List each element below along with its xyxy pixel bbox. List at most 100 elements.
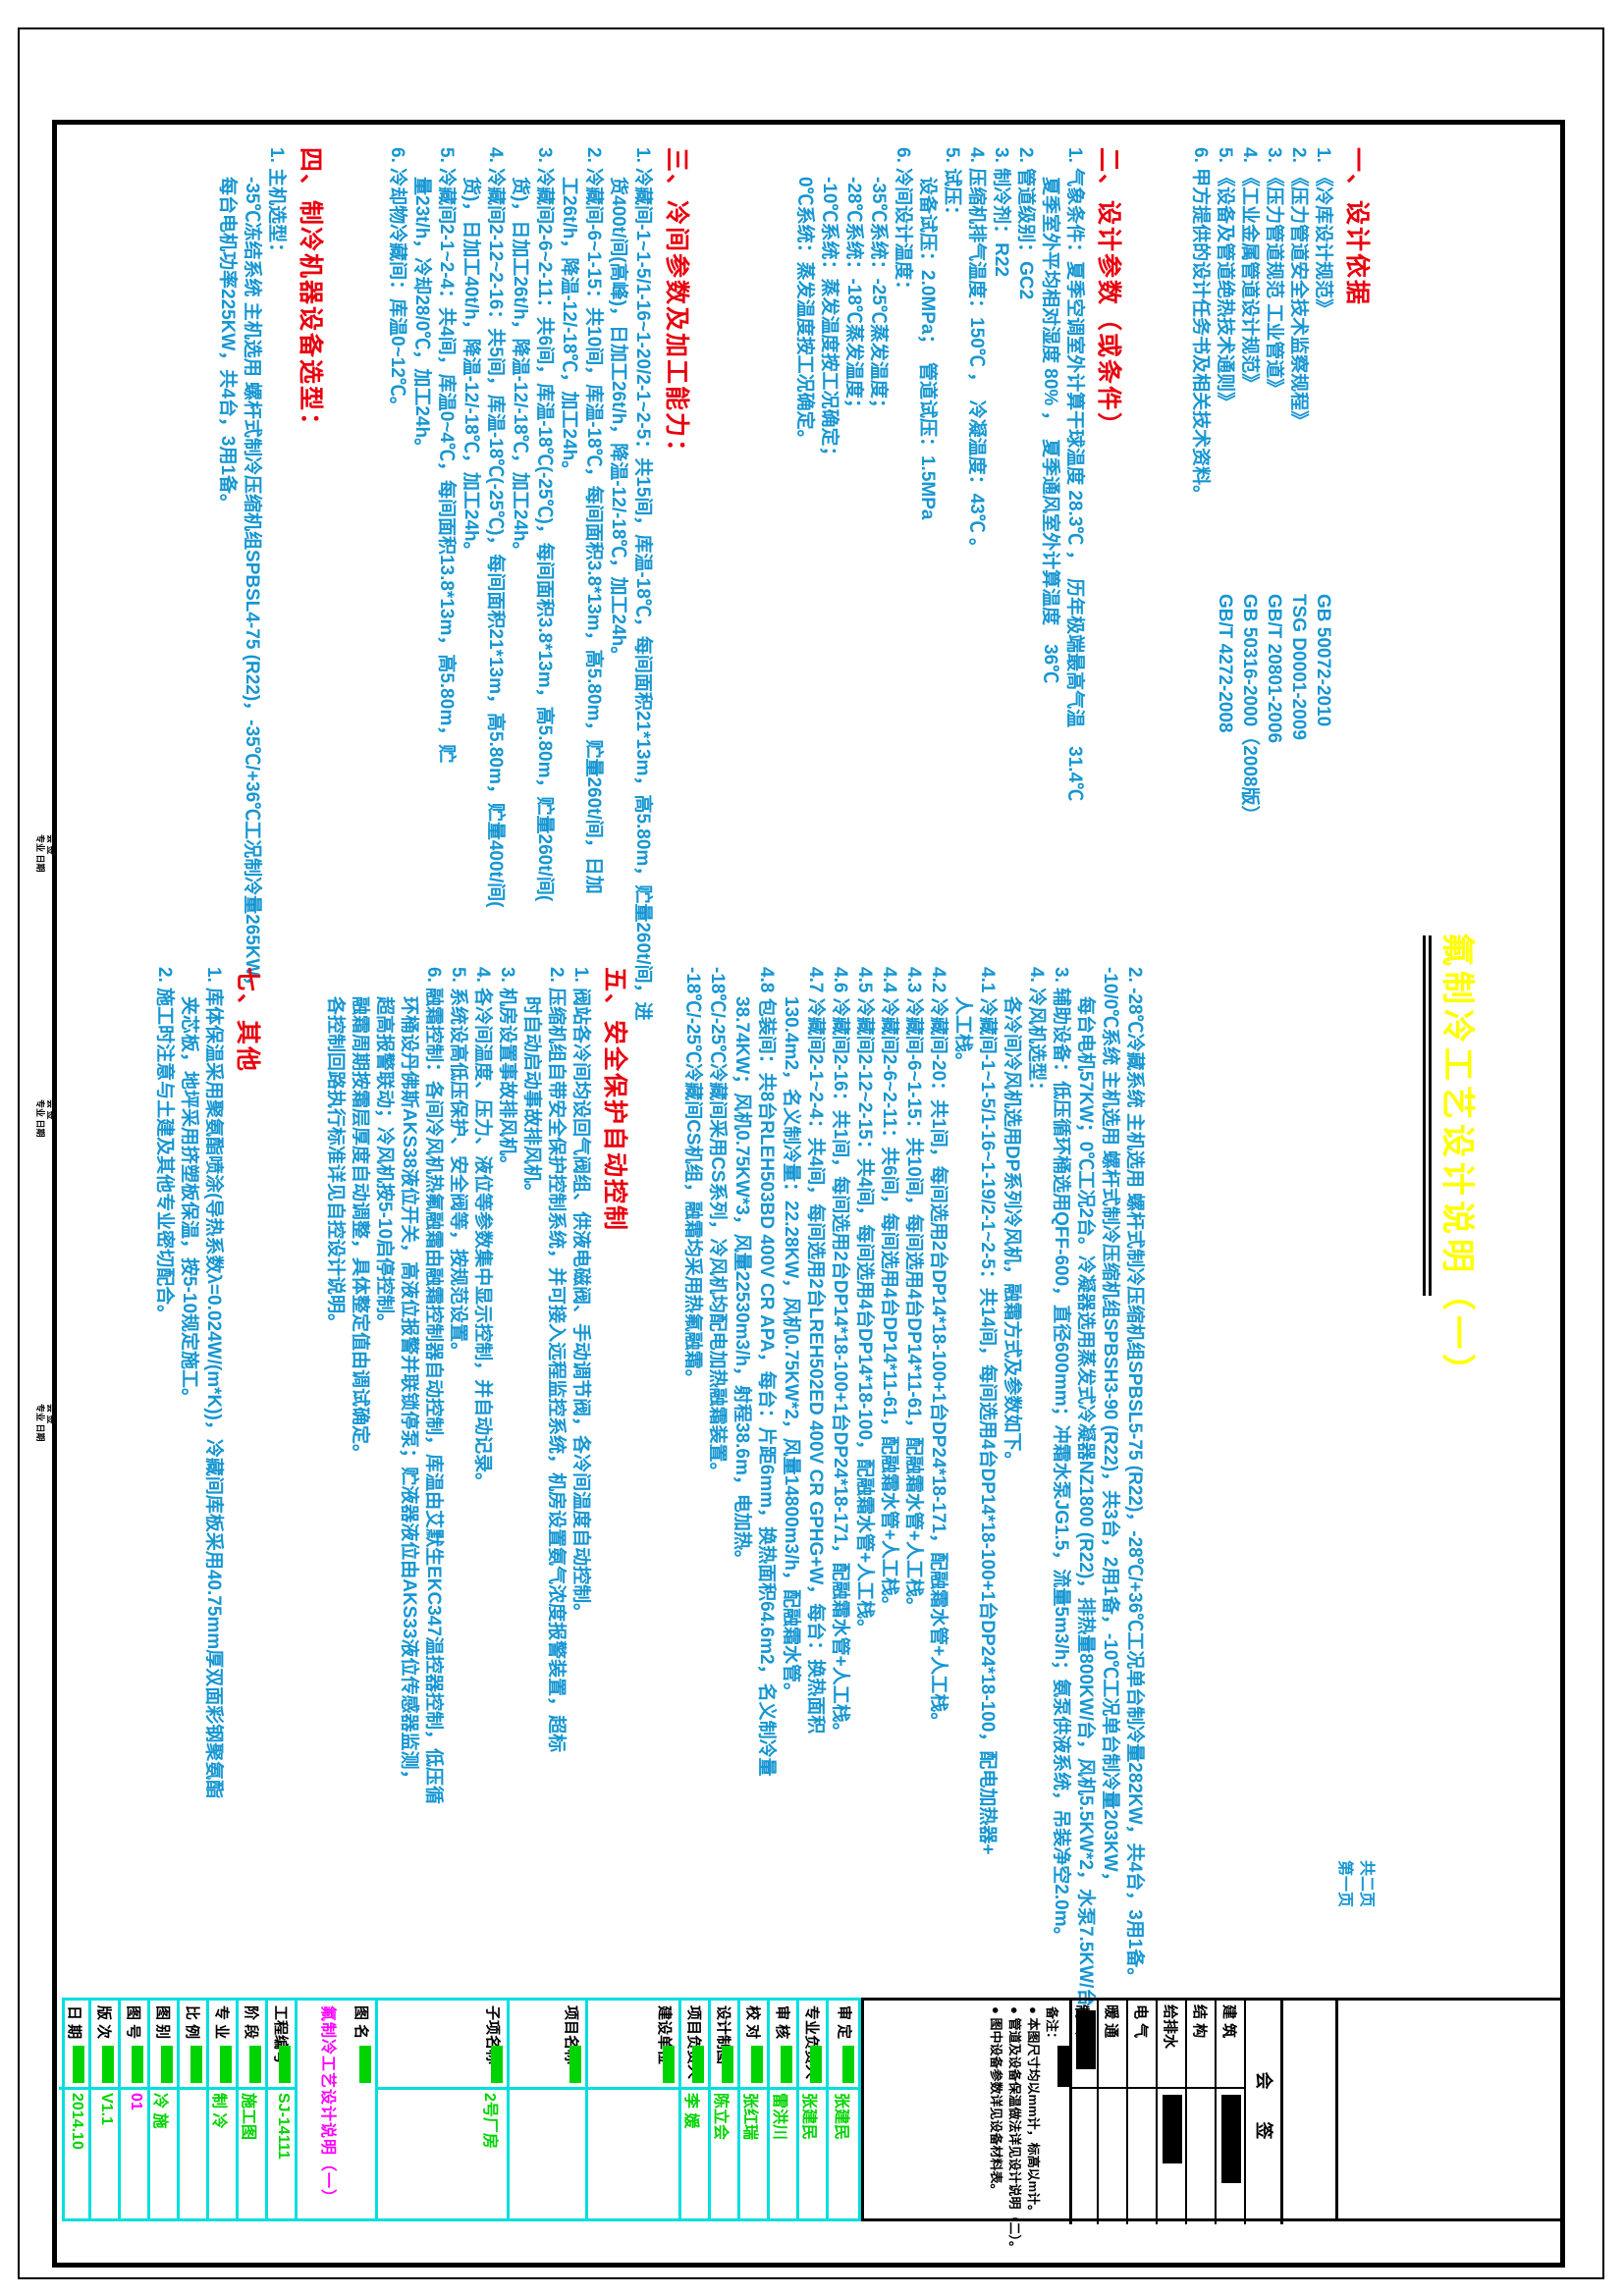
- standard-code: GB/T 4272-2008: [1215, 594, 1235, 733]
- remark-line: 备注：: [1045, 2006, 1059, 2046]
- text-line: 各控制回路执行标准详见自控设计说明。: [325, 996, 346, 1333]
- divider: [150, 2087, 177, 2090]
- section-heading: 四、制冷机器设备选型：: [297, 147, 324, 440]
- text-line: -10℃系统：蒸发温度按工况确定；: [819, 177, 839, 465]
- divider: [770, 2087, 796, 2090]
- text-line: 3. 机房设置事故排风机。: [497, 967, 517, 1175]
- text-line: -18℃/-25℃冷藏间CS机组，融霜均采用热氟融霜。: [682, 967, 703, 1388]
- divider: [1335, 2001, 1338, 2218]
- remark-line: ● 管道及设备保温做法详见设计说明（二）。: [1007, 2006, 1022, 2254]
- section: 二、设计参数（或条件） 1. 气象条件：夏季空调室外计算干球温度 28.3℃ ， …: [792, 147, 1128, 801]
- field-value: 李 媛: [682, 2093, 699, 2129]
- remarks-box: 备注： ● 本图尺寸均以mm计，标高以m计。 ● 管道及设备保温做法详见设计说明（二…: [858, 2001, 1072, 2254]
- text-line: 货400t/间(高峰)，日加工26t/h，降温-12/-18℃，加工24h。: [608, 177, 628, 666]
- divider: [378, 2087, 507, 2090]
- title-block-row: 专 业制 冷: [209, 2001, 239, 2218]
- redaction-bar: [663, 2046, 675, 2083]
- redaction-bar: [781, 2046, 792, 2083]
- text-line: 2. 施工时注意与土建及其他专业密切配合。: [154, 967, 175, 1324]
- text-line: 各冷间冷风机选用DP系列冷风机，融霜方式及参数如下。: [1001, 996, 1022, 1470]
- text-line: 4.5 冷藏间2-12~2-15：共4间，每间选用4台DP14*18-100，配…: [854, 967, 875, 1638]
- divider: [510, 2087, 585, 2090]
- text-line: 4. 压缩机排气温度：150℃ ， 冷凝温度：43℃ 。: [966, 147, 987, 558]
- field-value: 制 冷: [210, 2093, 227, 2129]
- title-block-row: 设计制图 陈立会: [711, 2001, 740, 2218]
- redaction-bar: [220, 2046, 232, 2083]
- stamp-line: 专业 日期: [35, 1404, 45, 1442]
- field-value: 2014.10: [69, 2093, 85, 2150]
- text-line: 6. 冷却物冷藏间：库温0~12℃。: [387, 147, 407, 415]
- text-line: 时自动启动事故排风机。: [521, 996, 542, 1202]
- title-block-row: 图 号 01: [121, 2001, 150, 2218]
- text-line: 夹芯板，地坪采用挤塑板保温，按5-10规定施工。: [179, 996, 199, 1408]
- redaction-bar: [722, 2046, 733, 2083]
- redaction-bar: [279, 2046, 291, 2083]
- text-line: 超高报警联动；冷风机按5-10启停控制。: [374, 996, 395, 1333]
- field-value: 氟制冷工艺设计说明（一）: [319, 2005, 336, 2207]
- divider: [121, 2087, 147, 2090]
- text-line: 5. 试压：: [942, 147, 962, 225]
- divider: [91, 2087, 118, 2090]
- redaction-bar: [73, 2046, 84, 2083]
- margin-stamp: 会 签专业 日期: [34, 1099, 56, 1138]
- field-value: 张建民: [800, 2093, 817, 2141]
- field-label: 审 定: [836, 2005, 852, 2040]
- text-line: 4. 各冷间温度、压力、液位等参数集中显示控制，并自动记录。: [472, 967, 493, 1492]
- huiqian-title: 会 签: [1254, 2071, 1273, 2154]
- divider: [268, 2087, 295, 2090]
- section-heading: 一、设计依据: [1343, 147, 1371, 307]
- field-label: 阶 段: [243, 2005, 259, 2040]
- corner-note-line: 第一页: [1336, 1860, 1353, 1908]
- redaction-bar: [692, 2046, 704, 2083]
- section: 一、设计依据 1. 《冷库设计规范》 GB 50072-2010 2. 《压力管道安全…: [1188, 147, 1377, 825]
- redaction-bar: [751, 2046, 763, 2083]
- divider: [1069, 2087, 1097, 2089]
- text-line: 1. 阀站各冷间均设回气阀组、供液电磁阀、手动调节阀，各冷间温度自动控制。: [570, 967, 591, 1623]
- standard-code: GB/T 20801-2006: [1264, 594, 1284, 744]
- section: 四、制冷机器设备选型： 1. 主机选型： -35℃冻结系统 主机选用 螺杆式制冷压缩…: [215, 147, 330, 995]
- text-line: -28℃系统：-18℃蒸发温度；: [843, 177, 864, 417]
- text-line: 货)，日加工26t/h，降温-12/-18℃，加工24h。: [510, 177, 530, 561]
- text-line: 4. 冷风机选型：: [1026, 967, 1047, 1100]
- page-title: 氟制冷工艺设计说明（一）: [1438, 933, 1476, 1392]
- standard-code: TSG D0001-2009: [1288, 594, 1309, 740]
- redaction-bar: [1057, 2046, 1071, 2087]
- text-line: 4. 冷藏间2-12~2-16：共5间，库温-18℃(-25℃)，每间面积21*…: [485, 147, 506, 908]
- divider: [829, 2087, 858, 2090]
- text-line: 设备试压：2.0MPa； 管道试压：1.5MPa: [917, 177, 938, 520]
- redaction-bar: [359, 2046, 371, 2083]
- field-label: 图 号: [125, 2005, 141, 2040]
- huiqian-label: 电 气: [1132, 2004, 1149, 2039]
- field-label: 日 期: [66, 2005, 82, 2040]
- text-line: 130.4m2，名义制冷量：22.28KW，风机0.75KW*2，风量14800…: [781, 996, 801, 1701]
- divider: [180, 2087, 206, 2090]
- field-value: 雷洪川: [771, 2093, 787, 2141]
- field-value: SJ-14111: [275, 2093, 292, 2160]
- field-label: 校 对: [744, 2005, 761, 2040]
- section: 2. -28℃冷藏系统 主机选用 螺杆式制冷压缩机组SPBSL5-75 (R22…: [680, 967, 1147, 2025]
- text-line: 4.4 冷藏间2-6~2-11：共6间，每间选用4台DP14*11-61，配融霜…: [879, 967, 899, 1615]
- section: 三、冷间参数及加工能力： 1. 冷藏间-1~1-5/1-16~1-20/2-1~2…: [385, 147, 696, 1021]
- text-line: 5. 《设备及管道绝热技术通则》 GB/T 4272-2008: [1215, 147, 1235, 733]
- text-line: 4. 《工业金属管道设计规范》 GB 50316-2000（2008版）: [1239, 147, 1260, 825]
- text-line: 1. 库体保温采用聚氨酯喷涂(导热系数λ=0.024W/(m*K))，冷藏间库板…: [203, 967, 224, 1799]
- divider: [711, 2087, 737, 2090]
- redaction-bar: [1163, 2095, 1182, 2163]
- text-line: 2. 冷藏间-6~1-15：共10间，库温-18℃，每间面积3.8*13m，高5…: [583, 147, 604, 894]
- divider: [239, 2087, 265, 2090]
- title-block-row: 审 核雷洪川: [770, 2001, 799, 2218]
- stamp-line: 会 签: [46, 1099, 56, 1120]
- divider: [799, 2087, 826, 2090]
- text-line: 6. 冷间设计温度：: [893, 147, 913, 299]
- huiqian-label: 建 筑: [1220, 2004, 1237, 2039]
- title-block-row: 图 别冷 施: [150, 2001, 180, 2218]
- margin-stamp: 会 签专业 日期: [34, 834, 56, 873]
- text-line: 5. 系统设高低压保护、安全阀等，按规范设置。: [448, 967, 468, 1362]
- stamp-line: 专业 日期: [35, 1099, 45, 1138]
- title-block-row: 阶 段施工图: [239, 2001, 268, 2218]
- text-line: 量23t/h，冷却28/0℃，加工24h。: [411, 177, 432, 457]
- field-value: 冷 施: [151, 2093, 168, 2129]
- redaction-bar: [190, 2046, 202, 2083]
- text-line: 4.2 冷藏间-20：共1间，每间选用2台DP14*18-100+1台DP24*…: [928, 967, 948, 1732]
